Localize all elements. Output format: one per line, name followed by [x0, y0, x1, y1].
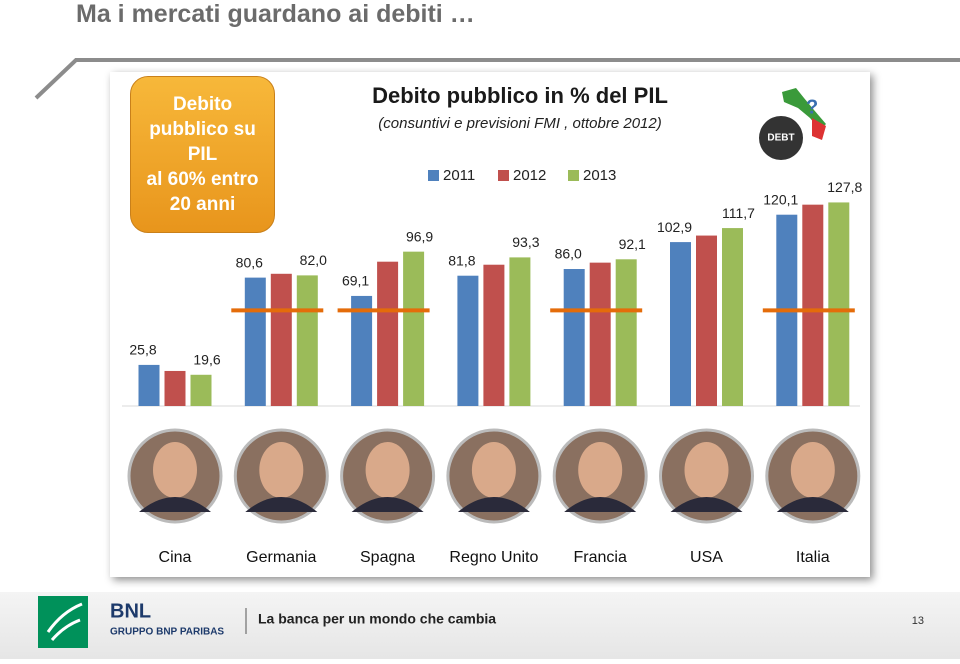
bar: [802, 204, 824, 406]
question-mark: ?: [806, 96, 818, 118]
portrait-face: [259, 442, 304, 498]
value-label: 69,1: [342, 273, 369, 289]
portrait-suit: [245, 497, 318, 512]
bar: [270, 273, 292, 406]
x-tick-label: Italia: [796, 549, 830, 566]
value-label: 25,8: [129, 342, 156, 358]
portrait-suit: [776, 497, 849, 512]
value-label: 127,8: [827, 179, 862, 195]
debt-label: DEBT: [767, 133, 794, 144]
value-label: 81,8: [448, 252, 475, 268]
legend-swatch: [428, 170, 439, 181]
value-label: 102,9: [657, 219, 692, 235]
decor: [34, 58, 960, 100]
footer: BNL GRUPPO BNP PARIBAS La banca per un m…: [0, 592, 960, 659]
legend-swatch: [498, 170, 509, 181]
bar: [828, 202, 850, 406]
value-label: 86,0: [555, 246, 582, 262]
callout-line: al 60% entro: [146, 169, 259, 190]
value-label: 93,3: [512, 234, 539, 250]
legend-label: 2011: [443, 167, 475, 184]
bar: [563, 269, 585, 406]
value-label: 120,1: [763, 191, 798, 207]
portrait-face: [365, 442, 410, 498]
bar: [403, 251, 425, 406]
callout-line: Debito: [172, 94, 233, 115]
portrait-suit: [670, 497, 743, 512]
value-label: 92,1: [619, 236, 646, 252]
legend-label: 2013: [583, 167, 616, 184]
bar: [483, 264, 505, 406]
bar: [190, 374, 212, 406]
slide-title: Ma i mercati guardano ai debiti …: [76, 0, 475, 28]
bar: [589, 262, 611, 406]
portrait-suit: [139, 497, 211, 512]
callout-line: 20 anni: [169, 194, 236, 215]
x-tick-label: Regno Unito: [449, 549, 538, 566]
brand-group: GRUPPO BNP PARIBAS: [110, 627, 224, 638]
brand: BNL: [110, 600, 151, 622]
x-tick-label: Germania: [246, 549, 316, 566]
value-label: 96,9: [406, 228, 433, 244]
portrait-face: [471, 442, 516, 498]
value-label: 80,6: [236, 254, 263, 270]
bar: [696, 235, 717, 406]
value-label: 19,6: [193, 351, 220, 367]
portrait-face: [153, 442, 197, 498]
value-label: 111,7: [722, 205, 755, 221]
bar: [509, 257, 531, 406]
logo-stars: [46, 602, 83, 641]
portrait-suit: [351, 497, 424, 512]
portraits: [127, 428, 861, 524]
callout-line: pubblico su: [149, 119, 256, 140]
legend-label: 2012: [513, 167, 546, 184]
x-tick-label: Francia: [574, 549, 627, 566]
page-number: 13: [912, 615, 924, 627]
legend-swatch: [568, 170, 579, 181]
bar: [670, 242, 691, 406]
x-tick-label: Spagna: [360, 549, 415, 566]
bar: [615, 259, 637, 406]
tagline: La banca per un mondo che cambia: [258, 611, 496, 627]
chart-subtitle: (consuntivi e previsioni FMI , ottobre 2…: [378, 115, 661, 132]
chart-title: Debito pubblico in % del PIL: [372, 83, 668, 108]
callout-line: PIL: [187, 144, 218, 165]
bar: [722, 228, 743, 406]
bar: [351, 295, 373, 406]
value-label: 82,0: [300, 252, 327, 268]
portrait-face: [578, 442, 623, 498]
bar: [138, 364, 160, 406]
portrait-face: [684, 442, 729, 498]
bar: [457, 275, 479, 406]
bar: [377, 261, 399, 406]
footer-art: BNL GRUPPO BNP PARIBAS La banca per un m…: [38, 596, 924, 648]
bar: [244, 277, 266, 406]
x-tick-label: USA: [690, 549, 723, 566]
divider-line: [34, 58, 960, 100]
portrait-suit: [457, 497, 530, 512]
debt-icon: DEBT ?: [759, 88, 826, 160]
portrait-suit: [564, 497, 637, 512]
callout: Debito pubblico su PIL al 60% entro 20 a…: [130, 76, 275, 233]
portrait-face: [790, 442, 835, 498]
x-tick-label: Cina: [159, 549, 192, 566]
bar: [164, 370, 186, 406]
bar: [296, 275, 318, 406]
